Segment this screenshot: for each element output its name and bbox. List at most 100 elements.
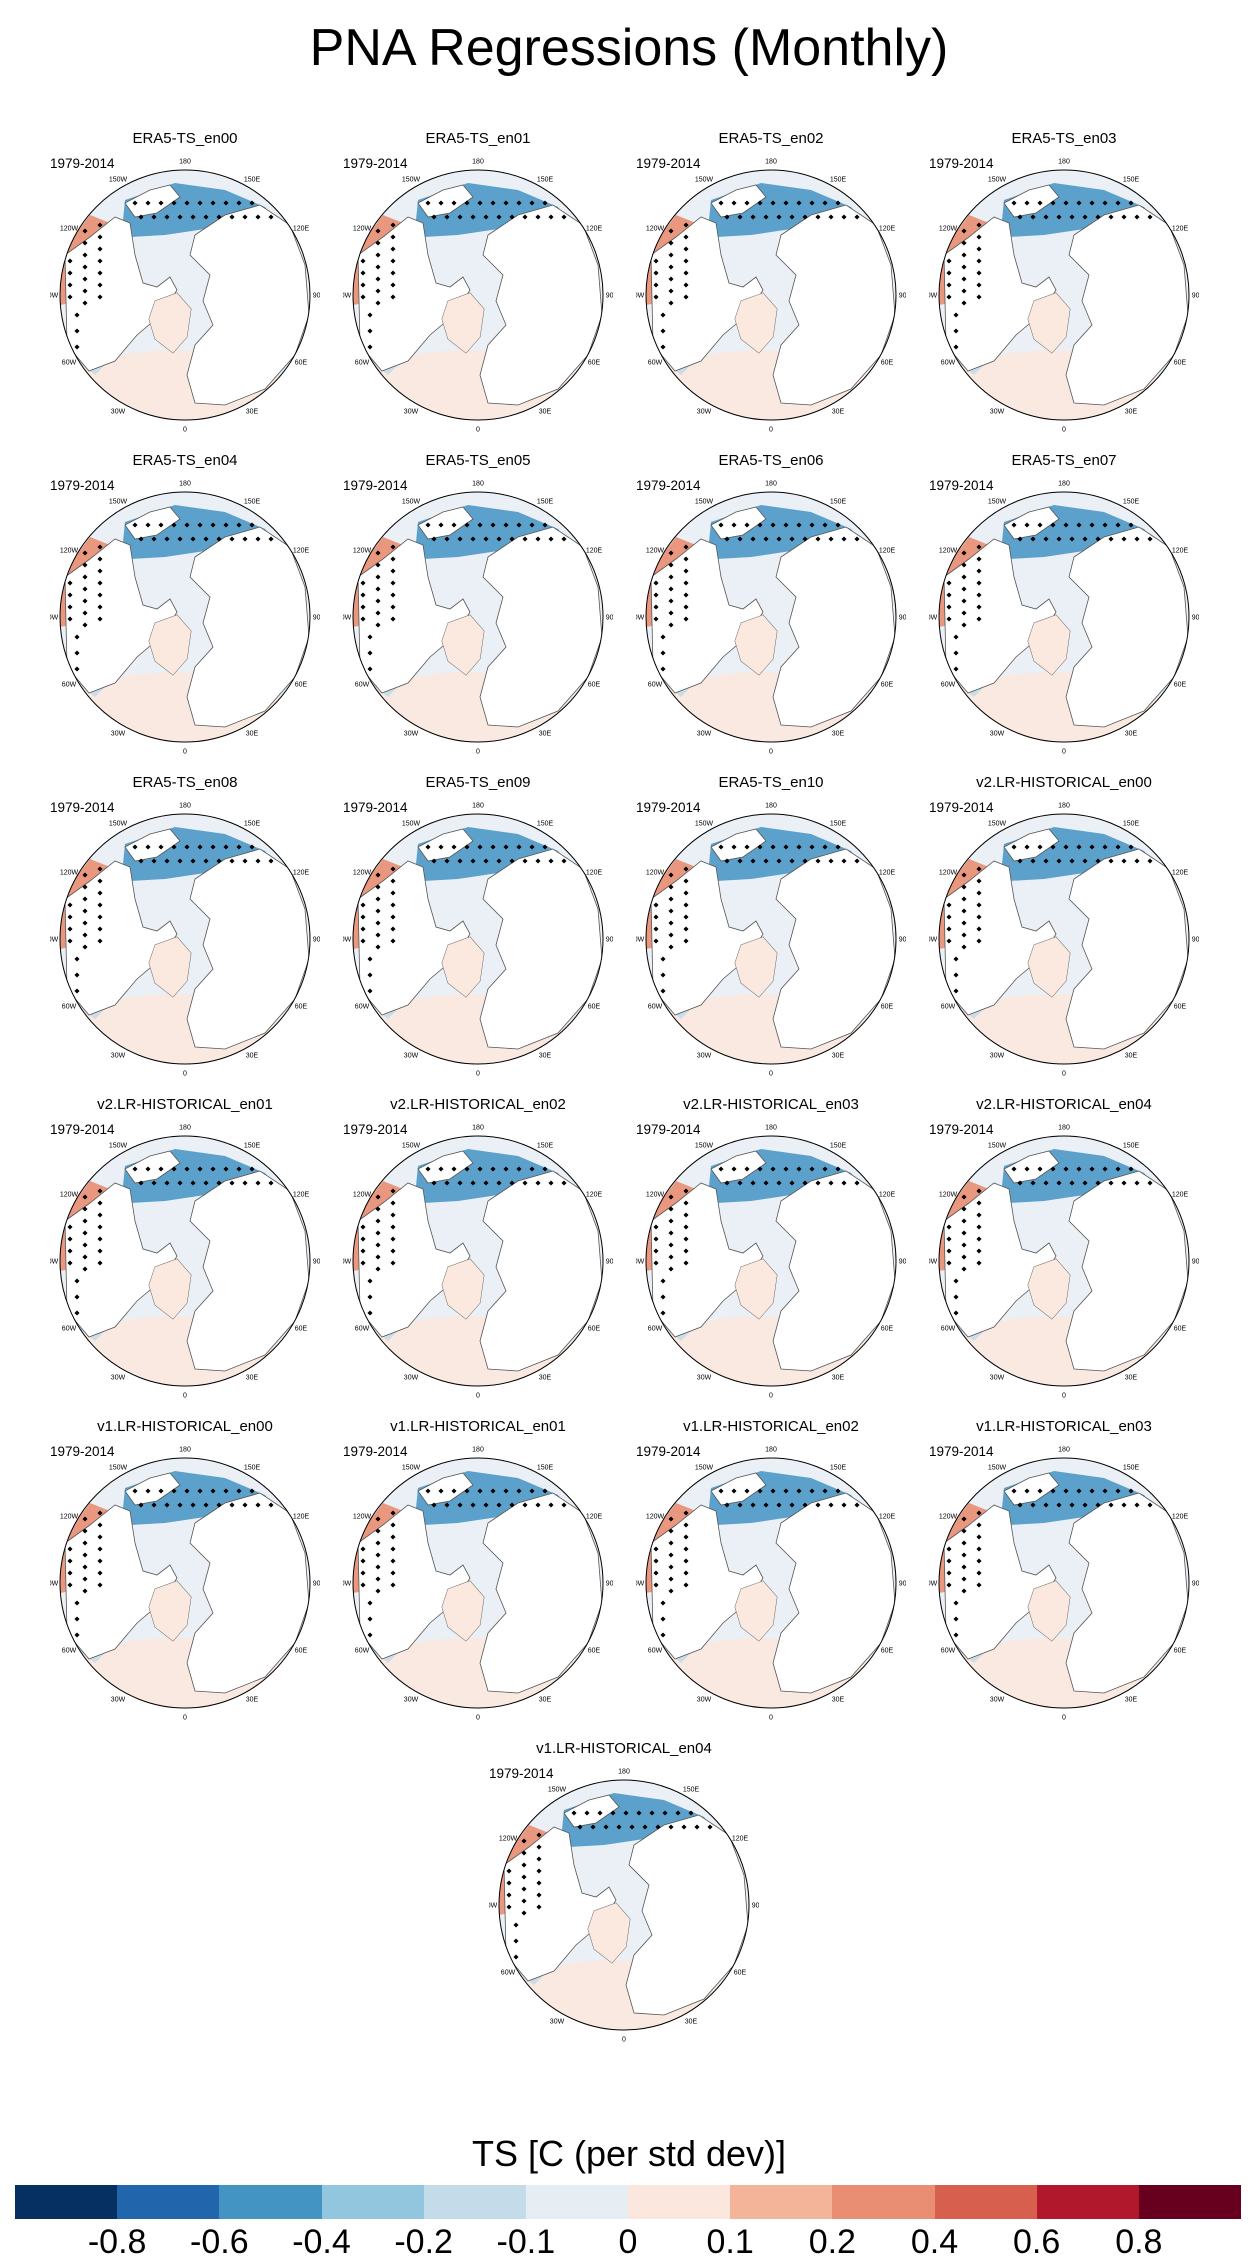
longitude-label: 120E (293, 548, 310, 555)
significance-stipple (668, 944, 674, 950)
panel-period: 1979-2014 (636, 156, 701, 171)
longitude-label: 30W (111, 1053, 126, 1060)
longitude-label: 30E (832, 1375, 845, 1382)
longitude-label: 60W (62, 1004, 77, 1011)
longitude-label: 60E (295, 682, 308, 689)
significance-stipple (390, 544, 396, 550)
longitude-label: 120E (879, 1192, 896, 1199)
colorbar-swatch (1036, 2185, 1139, 2219)
significance-stipple (82, 908, 88, 914)
colorbar-swatch (525, 2185, 629, 2219)
longitude-label: 180 (765, 1125, 777, 1132)
greenland-tint (149, 1259, 191, 1319)
significance-stipple (953, 634, 959, 640)
significance-stipple (946, 938, 952, 944)
significance-stipple (668, 228, 674, 234)
significance-stipple (375, 622, 381, 628)
longitude-label: 60W (941, 1004, 956, 1011)
significance-stipple (197, 522, 203, 528)
significance-stipple (190, 858, 196, 864)
longitude-label: 150W (988, 821, 1007, 828)
longitude-label: 90W (636, 615, 645, 622)
significance-stipple (242, 858, 248, 864)
significance-stipple (82, 920, 88, 926)
map-border (352, 169, 604, 421)
longitude-label: 90E (752, 1903, 759, 1910)
map-border (59, 1135, 311, 1387)
significance-stipple (97, 914, 103, 920)
longitude-label: 0 (183, 1071, 187, 1078)
significance-stipple (683, 544, 689, 550)
significance-stipple (683, 294, 689, 300)
significance-stipple (668, 598, 674, 604)
longitude-label: 120E (1172, 1192, 1189, 1199)
longitude-label: 150W (695, 1143, 714, 1150)
significance-stipple (375, 932, 381, 938)
longitude-label: 90E (313, 1581, 320, 1588)
significance-stipple (375, 586, 381, 592)
panel-period: 1979-2014 (50, 1122, 115, 1137)
significance-stipple (660, 312, 666, 318)
panel-period: 1979-2014 (636, 1444, 701, 1459)
significance-stipple (724, 214, 730, 220)
significance-stipple (483, 858, 489, 864)
significance-stipple (451, 844, 457, 850)
significance-stipple (236, 522, 242, 528)
significance-stipple (97, 568, 103, 574)
significance-stipple (783, 844, 789, 850)
significance-stipple (668, 622, 674, 628)
longitude-label: 90W (636, 293, 645, 300)
land-alaska (1003, 184, 1060, 218)
longitude-label: 150E (244, 1465, 261, 1472)
longitude-label: 0 (476, 1715, 480, 1722)
colorbar-tick-label: 0.2 (808, 2223, 856, 2261)
panel-period: 1979-2014 (636, 478, 701, 493)
significance-stipple (74, 972, 80, 978)
longitude-label: 180 (1058, 1125, 1070, 1132)
significance-stipple (961, 586, 967, 592)
land-northAmerica (503, 1826, 617, 1982)
significance-stipple (464, 522, 470, 528)
longitude-label: 120E (293, 226, 310, 233)
longitude-label: 120E (293, 1192, 310, 1199)
significance-stipple (653, 282, 659, 288)
longitude-label: 180 (179, 159, 191, 166)
longitude-label: 30E (1125, 731, 1138, 738)
significance-stipple (360, 592, 366, 598)
map-border (352, 1135, 604, 1387)
longitude-label: 180 (179, 481, 191, 488)
longitude-label: 180 (1058, 481, 1070, 488)
significance-stipple (444, 536, 450, 542)
significance-stipple (67, 938, 73, 944)
colorbar-tick-label: 0.1 (706, 2223, 754, 2261)
land-northAmerica (357, 1182, 471, 1338)
land-eurasia (772, 848, 896, 1050)
longitude-label: 90E (899, 615, 906, 622)
land-alaska (417, 506, 474, 540)
significance-stipple (375, 920, 381, 926)
longitude-label: 60E (881, 1326, 894, 1333)
significance-stipple (542, 844, 548, 850)
significance-stipple (683, 222, 689, 228)
land-alaska (417, 184, 474, 218)
greenland-tint (1028, 1581, 1070, 1641)
longitude-label: 180 (765, 159, 777, 166)
significance-stipple (668, 550, 674, 556)
longitude-label: 90E (1192, 615, 1199, 622)
longitude-label: 90W (636, 1581, 645, 1588)
panel-title: v1.LR-HISTORICAL_en03 (976, 1418, 1152, 1435)
significance-stipple (223, 522, 229, 528)
significance-stipple (210, 522, 216, 528)
longitude-label: 60E (588, 1326, 601, 1333)
longitude-label: 150E (1123, 1143, 1140, 1150)
longitude-label: 0 (476, 1071, 480, 1078)
polar-map: 180 150E 120E 90E 60E 30E 0 30W 60W 90W 120W 150W (636, 481, 906, 756)
longitude-label: 60E (295, 1326, 308, 1333)
longitude-label: 150W (402, 1465, 421, 1472)
longitude-label: 0 (769, 749, 773, 756)
greenland-tint (442, 1259, 484, 1319)
map-panel: ERA5-TS_en07 1979-2014 180 150E 120E 90E 60E 30… (929, 452, 1199, 756)
longitude-label: 150W (109, 1143, 128, 1150)
longitude-label: 60E (1174, 1326, 1187, 1333)
significance-stipple (668, 610, 674, 616)
